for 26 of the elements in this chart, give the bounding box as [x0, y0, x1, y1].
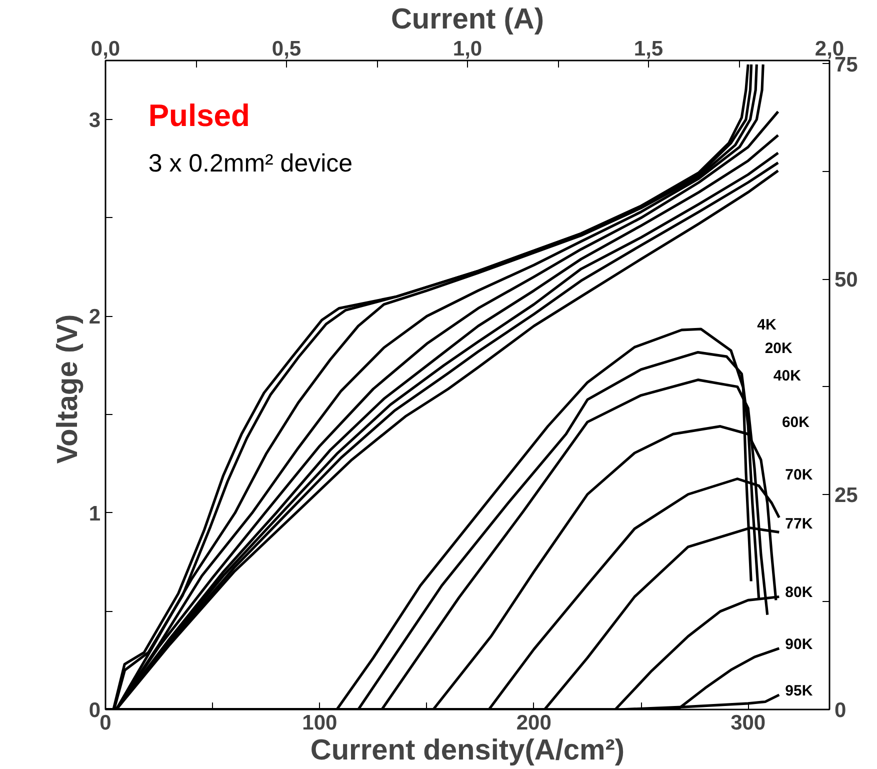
x-tick-label: 300 [730, 712, 766, 734]
y2-tick-label: 25 [834, 484, 858, 507]
series-label: 95K [785, 682, 813, 700]
annotation: 3 x 0.2mm² device [148, 150, 353, 178]
text: 40K [773, 367, 802, 384]
y-tick-label: 1 [88, 502, 101, 526]
legend-label: 80K [785, 584, 813, 602]
y-tick-label: 3 [88, 109, 101, 132]
series-label: 20K [764, 340, 792, 357]
series-label: 90K [785, 636, 813, 653]
x-axis-title: Current density(A/cm²) [310, 734, 625, 766]
x2-axis-title: Current (A) [390, 4, 544, 36]
series-label: 77K [785, 515, 813, 532]
x2-tick-label: 1,0 [452, 38, 482, 60]
text: 60K [782, 414, 810, 431]
y-axis-title: Voltage (V) [52, 314, 84, 464]
y-tick-label: 2 [88, 306, 101, 329]
x2-tick-label: 0,5 [272, 38, 302, 60]
x2-tick-label: 0,0 [90, 38, 120, 60]
y2-tick-label: 50 [834, 268, 858, 292]
series-label: 70K [785, 466, 813, 484]
x2-tick-label: 1,5 [634, 38, 664, 60]
x-tick-label: 100 [302, 712, 338, 734]
x-tick-label: 200 [516, 712, 552, 734]
annotation: Pulsed [148, 98, 250, 133]
text: 4K [757, 316, 776, 334]
